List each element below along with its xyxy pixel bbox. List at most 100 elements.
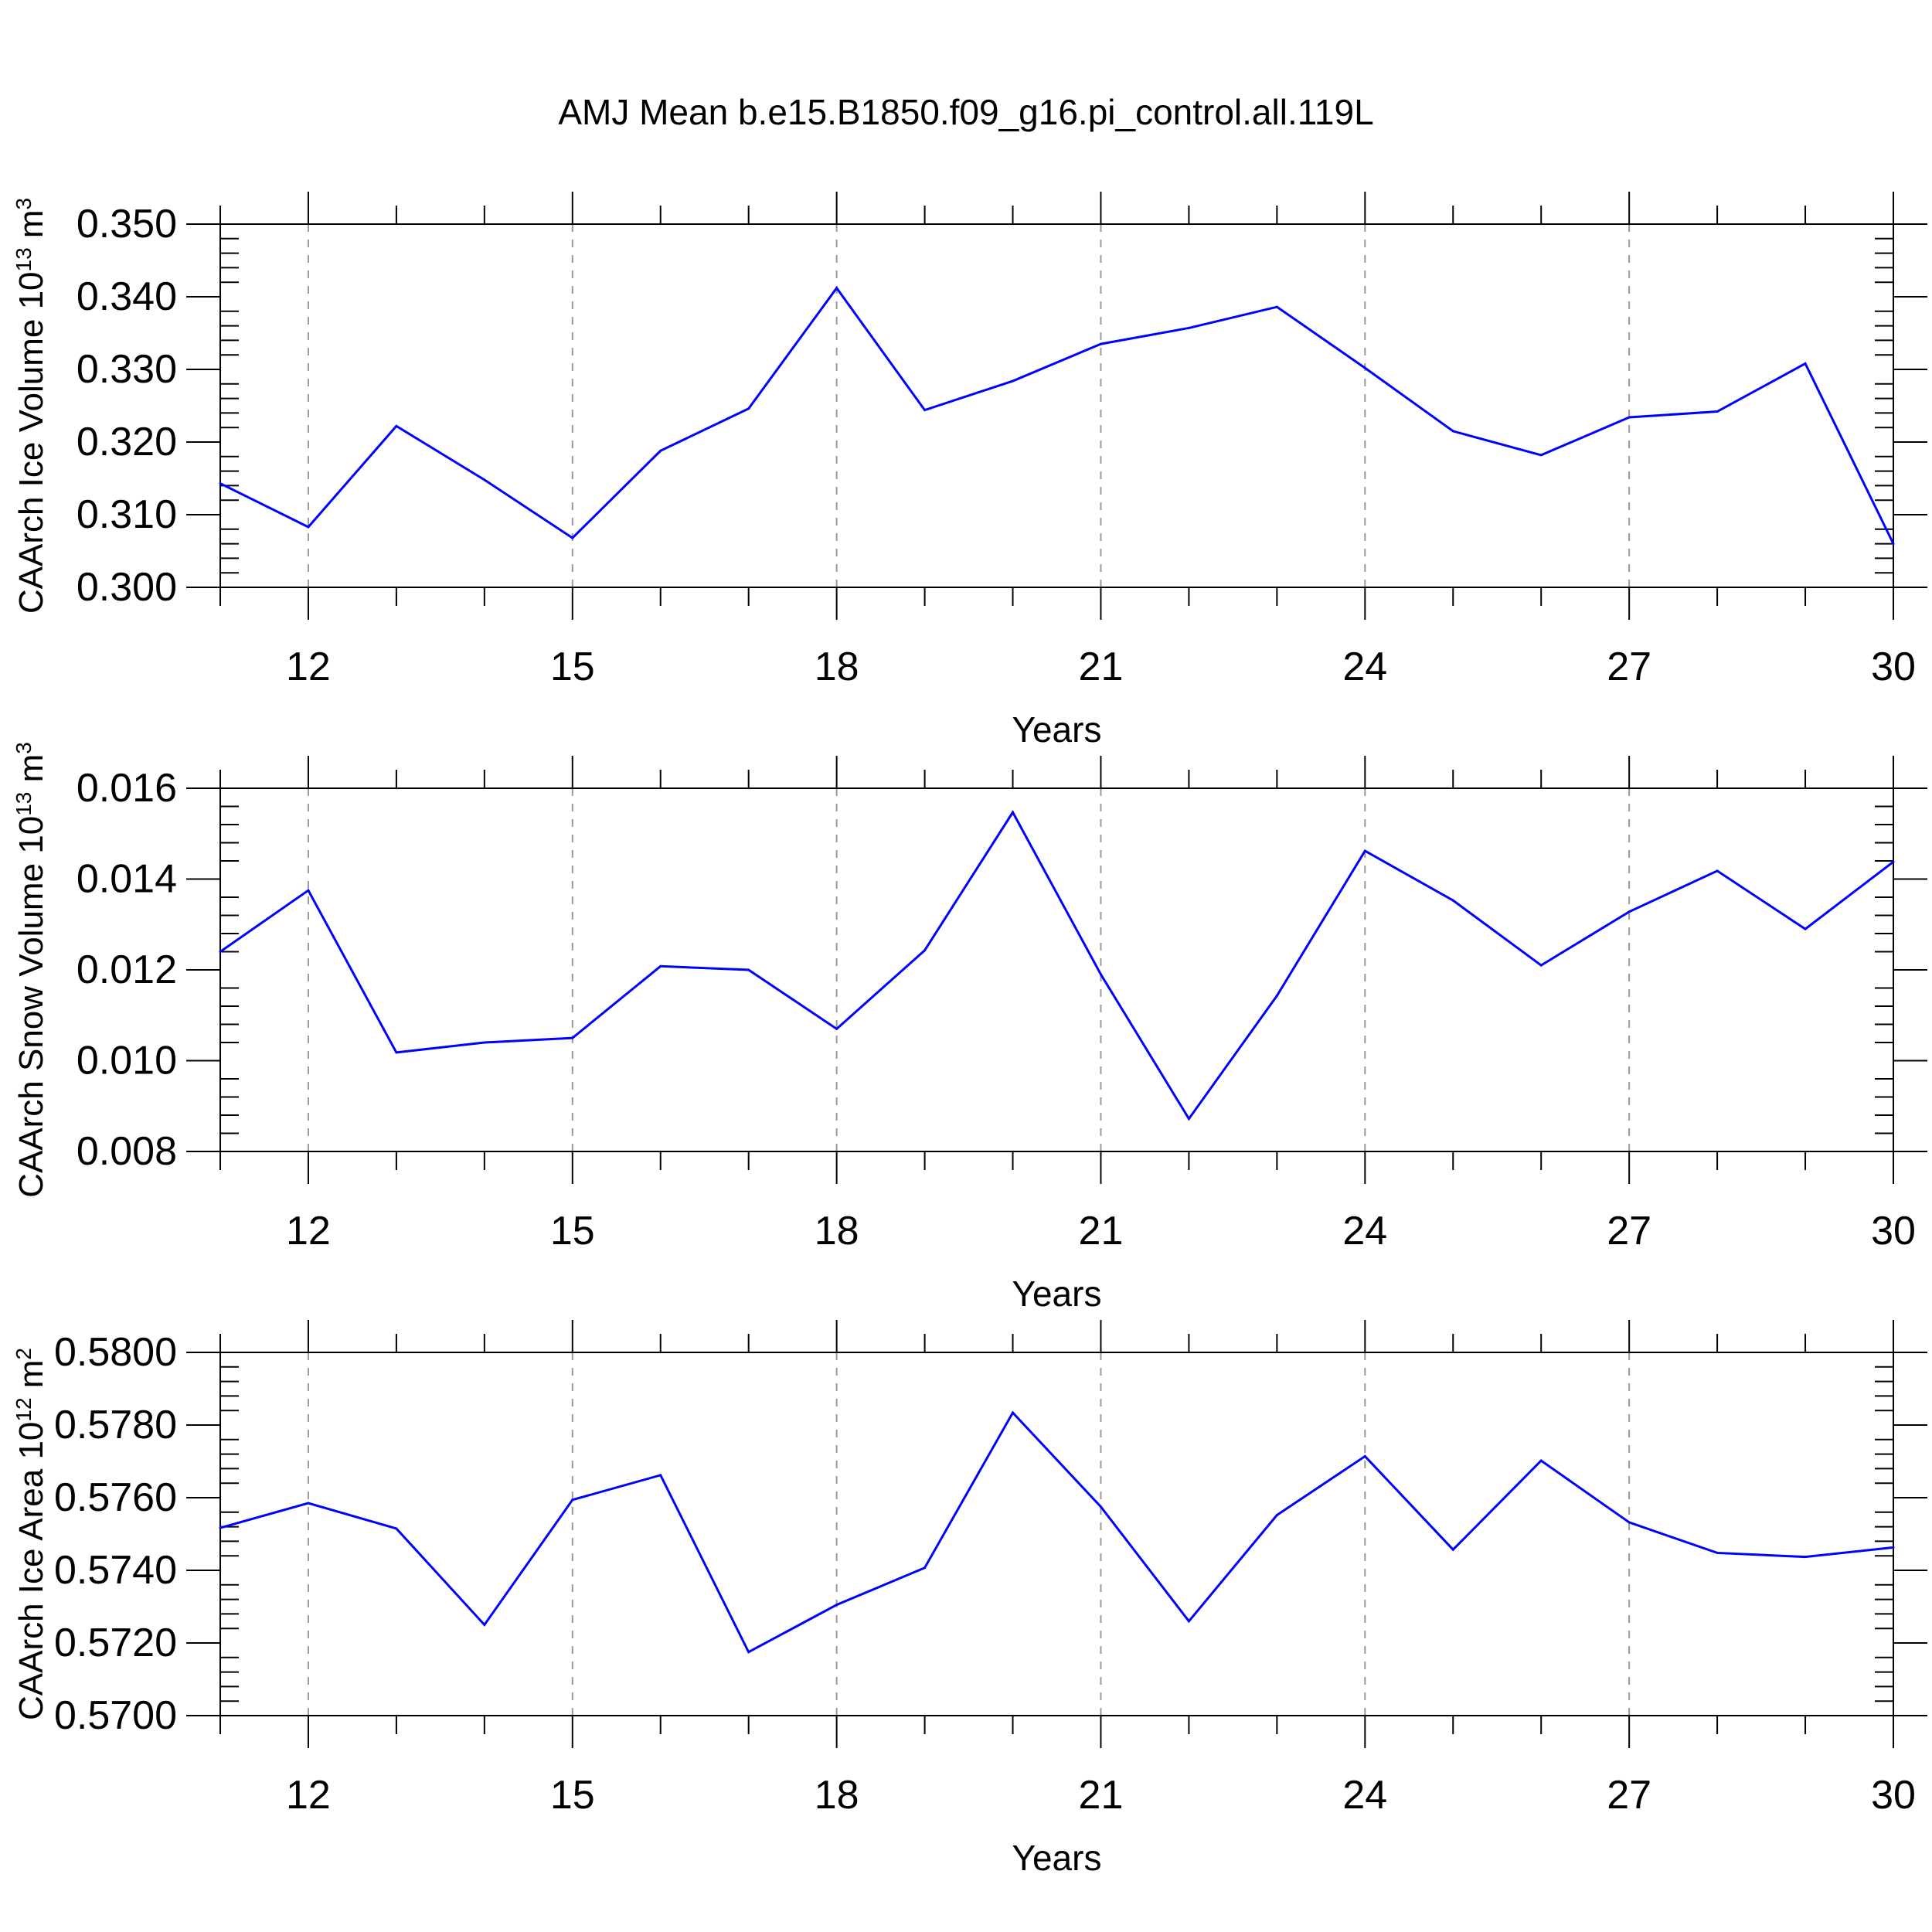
y-tick-label: 0.012 xyxy=(77,947,177,992)
data-point xyxy=(395,1527,398,1530)
y-label-text: m xyxy=(12,209,50,247)
panel-ice-area: 0.5700 0.5720 0.5740 0.5760 0.5780 0.5800 12 15… xyxy=(12,1320,1927,1878)
data-point xyxy=(1892,1546,1895,1549)
data-point xyxy=(1275,994,1278,997)
data-point xyxy=(1187,1620,1190,1623)
y-tick-label: 0.310 xyxy=(77,492,177,537)
chart-title: AMJ Mean b.e15.B1850.f09_g16.pi_control.… xyxy=(558,92,1374,132)
data-point xyxy=(1539,1459,1543,1462)
x-tick-label: 30 xyxy=(1871,1209,1916,1253)
y-tick-label: 0.5740 xyxy=(54,1548,177,1593)
y-tick-label: 0.016 xyxy=(77,766,177,811)
y-axis-label: CAArch Snow Volume 1013 m3 xyxy=(12,742,50,1198)
data-point xyxy=(923,1566,927,1570)
data-point xyxy=(835,287,838,290)
data-point xyxy=(1012,1411,1015,1414)
x-tick-label: 21 xyxy=(1079,1773,1124,1818)
x-tick-label: 30 xyxy=(1871,1773,1916,1818)
x-tick-label: 21 xyxy=(1079,645,1124,689)
y-axis-label: CAArch Ice Area 1012 m2 xyxy=(12,1348,50,1720)
data-point xyxy=(1716,410,1719,413)
x-axis-label: Years xyxy=(1012,1274,1102,1314)
y-tick-label: 0.320 xyxy=(77,420,177,464)
data-point xyxy=(395,424,398,427)
x-tick-label: 15 xyxy=(550,1209,595,1253)
data-point xyxy=(307,889,310,892)
data-point xyxy=(1012,379,1015,383)
data-point xyxy=(1363,366,1366,369)
data-point xyxy=(1187,326,1190,329)
x-tick-label: 18 xyxy=(815,1773,859,1818)
data-point xyxy=(835,1604,838,1607)
data-point xyxy=(1187,1117,1190,1121)
data-point xyxy=(659,449,662,452)
data-point xyxy=(395,1051,398,1054)
data-point xyxy=(923,949,927,952)
y-tick-label: 0.300 xyxy=(77,565,177,610)
panel-ice-volume: 0.300 0.310 0.320 0.330 0.340 0.350 12 15 18 21 24… xyxy=(12,192,1927,750)
data-point xyxy=(1716,1551,1719,1554)
y-label-superscript: 2 xyxy=(12,1348,36,1360)
x-tick-label: 18 xyxy=(815,645,859,689)
y-label-superscript: 3 xyxy=(12,198,36,210)
y-tick-label: 0.330 xyxy=(77,347,177,392)
y-label-text: m xyxy=(12,754,50,792)
data-point xyxy=(1275,305,1278,308)
data-point xyxy=(483,1624,486,1626)
data-point xyxy=(747,1651,750,1654)
data-point xyxy=(1892,860,1895,863)
x-tick-label: 15 xyxy=(550,1773,595,1818)
data-point xyxy=(1363,849,1366,852)
y-label-superscript: 13 xyxy=(12,792,36,816)
plot-frame xyxy=(219,1352,1894,1716)
data-point xyxy=(747,407,750,410)
y-label-text: m xyxy=(12,1360,50,1398)
series-line xyxy=(219,810,1894,1121)
data-point xyxy=(1012,811,1015,814)
plot-frame xyxy=(219,223,1894,588)
y-label-text: CAArch Ice Area 10 xyxy=(12,1422,50,1720)
data-point xyxy=(1451,430,1454,433)
y-tick-label: 0.5800 xyxy=(54,1330,177,1375)
data-point xyxy=(1628,416,1631,419)
data-point xyxy=(1363,1454,1366,1458)
data-point xyxy=(659,964,662,968)
x-tick-label: 24 xyxy=(1342,1209,1387,1253)
y-label-superscript: 3 xyxy=(12,742,36,754)
y-tick-label: 0.5720 xyxy=(54,1621,177,1665)
data-point xyxy=(1539,964,1543,967)
plot-frame xyxy=(219,787,1894,1152)
data-point xyxy=(1628,910,1631,913)
data-point xyxy=(659,1474,662,1477)
x-tick-label: 30 xyxy=(1871,645,1916,689)
y-tick-label: 0.5760 xyxy=(54,1475,177,1520)
x-axis-label: Years xyxy=(1012,709,1102,750)
x-tick-label: 24 xyxy=(1342,1773,1387,1818)
data-point xyxy=(1099,342,1102,345)
y-tick-label: 0.5780 xyxy=(54,1403,177,1447)
data-point xyxy=(1099,973,1102,976)
data-point xyxy=(1451,1548,1454,1551)
x-tick-label: 27 xyxy=(1607,645,1651,689)
x-tick-label: 27 xyxy=(1607,1209,1651,1253)
x-tick-label: 12 xyxy=(286,645,331,689)
data-point xyxy=(571,1036,574,1039)
x-tick-label: 18 xyxy=(815,1209,859,1253)
y-label-superscript: 13 xyxy=(12,247,36,271)
y-tick-label: 0.010 xyxy=(77,1039,177,1083)
series-line xyxy=(219,286,1895,545)
data-point xyxy=(307,1502,310,1505)
data-point xyxy=(571,1498,574,1502)
x-tick-label: 21 xyxy=(1079,1209,1124,1253)
data-point xyxy=(1539,454,1543,457)
y-label-text: CAArch Ice Volume 10 xyxy=(12,271,50,614)
data-point xyxy=(1804,1556,1807,1559)
y-tick-label: 0.014 xyxy=(77,857,177,902)
data-point xyxy=(571,536,574,539)
y-label-text: CAArch Snow Volume 10 xyxy=(12,816,50,1198)
data-point xyxy=(1275,1514,1278,1517)
y-label-superscript: 12 xyxy=(12,1397,36,1421)
y-tick-label: 0.5700 xyxy=(54,1693,177,1738)
data-point xyxy=(1628,1521,1631,1524)
